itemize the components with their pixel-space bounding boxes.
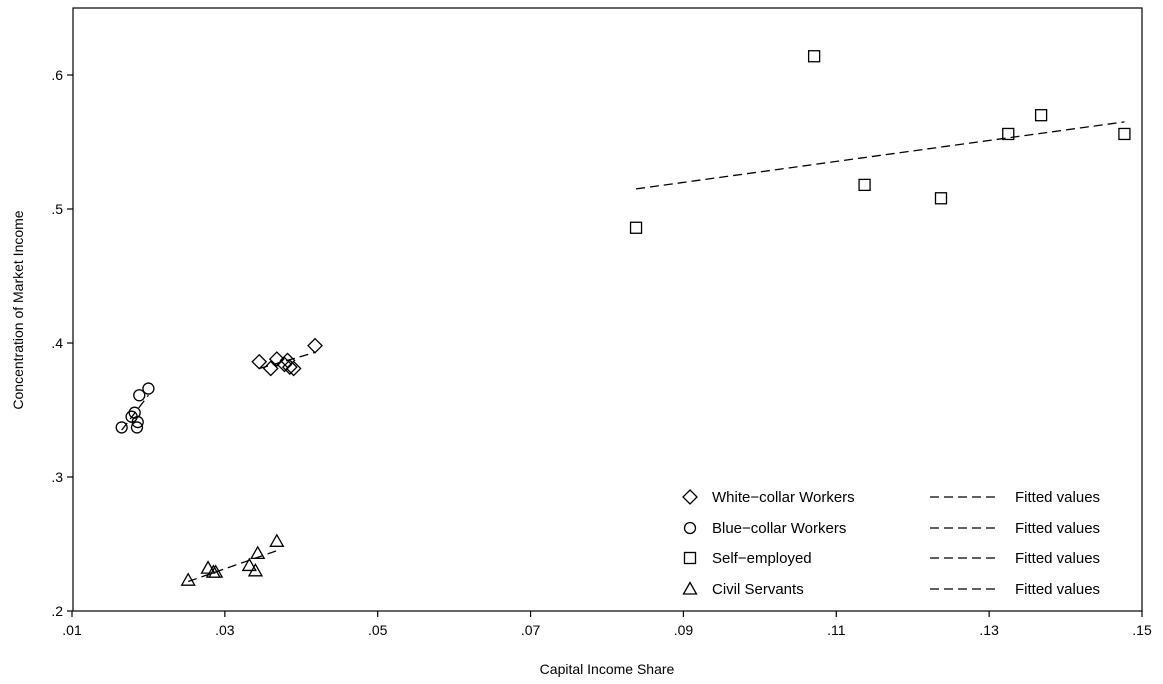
fitted-lines — [121, 121, 1125, 583]
x-tick-label: .05 — [368, 622, 388, 638]
data-point-square — [1034, 109, 1048, 122]
data-point-circle — [142, 382, 155, 395]
data-point-circle — [130, 421, 144, 434]
legend-label: Civil Servants — [712, 581, 804, 598]
data-point-diamond — [251, 353, 268, 370]
data-point-triangle — [269, 533, 285, 547]
x-tick-label: .13 — [979, 622, 999, 638]
data-point-square — [1002, 127, 1015, 141]
data-points — [115, 50, 1131, 586]
legend-fit-label: Fitted values — [1015, 550, 1100, 567]
legend: White−collar Workers Fitted values Blue−co… — [682, 489, 1100, 598]
legend-marker-circle — [683, 521, 697, 535]
data-point-square — [1118, 127, 1131, 141]
data-point-diamond — [262, 360, 279, 377]
data-point-diamond — [307, 337, 323, 354]
x-tick-label: .07 — [521, 622, 541, 638]
fitted-line — [187, 550, 278, 583]
fitted-line — [635, 121, 1125, 190]
legend-fit-label: Fitted values — [1015, 520, 1100, 537]
data-point-triangle — [241, 557, 257, 572]
data-point-triangle — [247, 562, 264, 577]
legend-fit-label: Fitted values — [1015, 581, 1100, 598]
legend-label: Blue−collar Workers — [712, 520, 846, 537]
x-axis: .01 .03 .05 .07 .09 .11 .13 .15 — [62, 611, 1152, 638]
data-point-triangle — [180, 572, 196, 586]
x-tick-label: .11 — [827, 622, 846, 638]
legend-marker-square — [683, 551, 697, 565]
data-point-circle — [115, 421, 128, 434]
legend-label: Self−employed — [712, 550, 812, 567]
data-point-circle — [133, 389, 146, 402]
legend-marker-triangle — [682, 581, 698, 595]
data-point-square — [858, 178, 871, 192]
legend-marker-diamond — [682, 489, 698, 505]
legend-label: White−collar Workers — [712, 489, 855, 506]
y-tick-label: .3 — [51, 469, 63, 485]
y-tick-label: .5 — [51, 201, 63, 217]
data-point-triangle — [200, 560, 216, 574]
y-tick-label: .6 — [51, 67, 63, 83]
y-tick-label: .2 — [51, 603, 63, 619]
data-point-diamond — [285, 360, 302, 377]
y-axis: .2 .3 .4 .5 .6 — [51, 67, 73, 619]
x-tick-label: .03 — [215, 622, 235, 638]
data-point-diamond — [268, 351, 285, 367]
x-tick-label: .15 — [1132, 622, 1152, 638]
y-axis-title: Concentration of Market Income — [10, 210, 26, 409]
data-point-square — [629, 221, 643, 234]
data-point-diamond — [281, 359, 298, 376]
plot-area — [72, 7, 1143, 612]
data-point-triangle — [208, 564, 224, 578]
legend-fit-label: Fitted values — [1015, 489, 1100, 506]
x-tick-label: .09 — [674, 622, 694, 638]
data-point-square — [934, 192, 948, 205]
data-point-square — [807, 50, 821, 63]
y-tick-label: .4 — [51, 335, 63, 351]
data-point-diamond — [276, 356, 293, 373]
data-point-triangle — [250, 545, 266, 560]
x-axis-title: Capital Income Share — [540, 661, 675, 677]
data-point-circle — [131, 415, 144, 429]
x-tick-label: .01 — [62, 622, 82, 638]
